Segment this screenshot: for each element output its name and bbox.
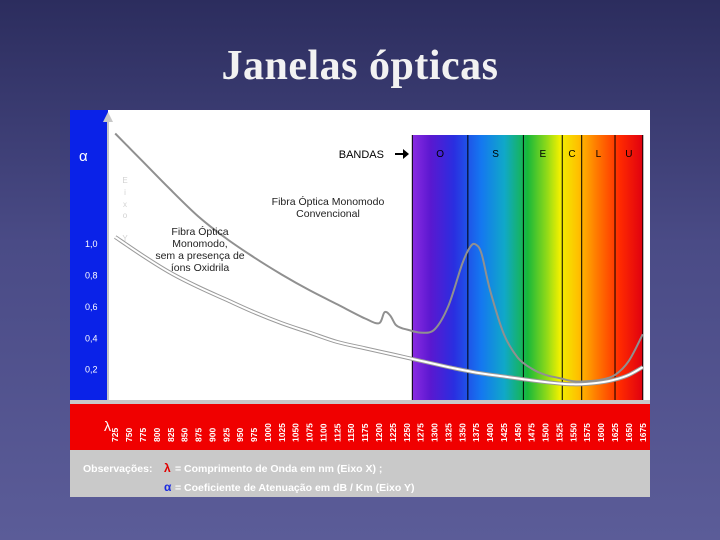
x-tick-1075: 1075 [305,423,315,442]
x-tick-1450: 1450 [513,423,523,442]
y-axis-arrow [103,112,113,122]
x-tick-1325: 1325 [443,423,453,442]
x-tick-975: 975 [249,428,259,442]
x-tick-1175: 1175 [360,423,370,442]
bands-label: BANDAS [339,149,384,161]
y-axis-letter-2: i [124,188,126,197]
y-tick-0-2: 0,2 [85,365,98,375]
annotation-line-1: Fibra Óptica Monomodo [272,195,385,208]
y-tick-1-0: 1,0 [85,239,98,249]
y-axis-letter-5: Y [122,234,128,243]
band-label-c: C [568,149,575,160]
attenuation-chart: O S E C L U 1,0 0,8 0,6 0,4 0,2 Eixo Y α BANDAS Fi… [70,110,650,497]
y-tick-0-8: 0,8 [85,271,98,281]
x-tick-900: 900 [207,428,217,442]
x-tick-1200: 1200 [374,423,384,442]
band-label-l: L [596,149,602,160]
x-tick-1525: 1525 [555,423,565,442]
x-tick-1425: 1425 [499,423,509,442]
x-tick-850: 850 [180,428,190,442]
bands-arrow-icon [395,149,409,159]
x-tick-1650: 1650 [624,423,634,442]
band-label-s: S [492,149,499,160]
x-tick-800: 800 [152,428,162,442]
alpha-note-symbol: α [164,480,172,494]
annotation-line-1: Fibra Óptica [171,225,228,238]
lambda-note-symbol: λ [164,461,171,475]
x-tick-1300: 1300 [430,423,440,442]
y-tick-0-6: 0,6 [85,302,98,312]
annotation-line-4: íons Oxidrila [171,262,230,274]
x-tick-1350: 1350 [457,423,467,442]
band-label-u: U [625,149,632,160]
y-axis-letter-3: x [123,200,127,209]
notes-heading: Observações: [83,463,152,475]
x-tick-725: 725 [110,428,120,442]
x-tick-925: 925 [221,428,231,442]
x-tick-1125: 1125 [332,423,342,442]
alpha-note-text: = Coeficiente de Atenuação em dB / Km (E… [175,482,415,494]
x-tick-1250: 1250 [402,423,412,442]
x-tick-950: 950 [235,428,245,442]
slide-title: Janelas ópticas [221,43,499,89]
x-tick-1025: 1025 [277,423,287,442]
y-axis-letter-1: E [122,176,127,185]
x-axis-symbol: λ [104,418,111,434]
x-tick-1100: 1100 [319,423,329,442]
y-axis-bar [70,110,108,400]
lambda-note-text: = Comprimento de Onda em nm (Eixo X) ; [175,463,382,475]
annotation-line-2: Monomodo, [172,238,227,250]
y-axis-letter-4: o [123,211,128,220]
series-line-no-hydroxyl [114,236,644,386]
x-tick-1475: 1475 [527,423,537,442]
annotation-line-2: Convencional [296,208,360,220]
x-tick-875: 875 [194,428,204,442]
x-tick-825: 825 [166,428,176,442]
x-tick-1625: 1625 [610,423,620,442]
x-tick-1400: 1400 [485,423,495,442]
x-tick-1500: 1500 [541,423,551,442]
series-line-conventional [114,132,644,383]
band-spectrum [412,135,643,400]
x-tick-1225: 1225 [388,423,398,442]
band-label-o: O [436,149,444,160]
x-tick-1000: 1000 [263,423,273,442]
x-axis-label: Eixo X [310,382,336,392]
wavelength-strip [70,404,650,450]
band-label-e: E [539,149,546,160]
x-tick-1675: 1675 [638,423,648,442]
x-tick-1375: 1375 [471,423,481,442]
x-tick-1150: 1150 [346,423,356,442]
x-tick-1600: 1600 [596,423,606,442]
x-tick-1575: 1575 [582,423,592,442]
y-tick-0-4: 0,4 [85,333,98,343]
x-tick-1275: 1275 [416,423,426,442]
x-tick-1050: 1050 [291,423,301,442]
y-axis-symbol: α [79,148,88,165]
x-tick-750: 750 [124,428,134,442]
x-tick-1550: 1550 [568,423,578,442]
annotation-line-3: sem a presença de [155,250,244,262]
x-tick-775: 775 [138,428,148,442]
